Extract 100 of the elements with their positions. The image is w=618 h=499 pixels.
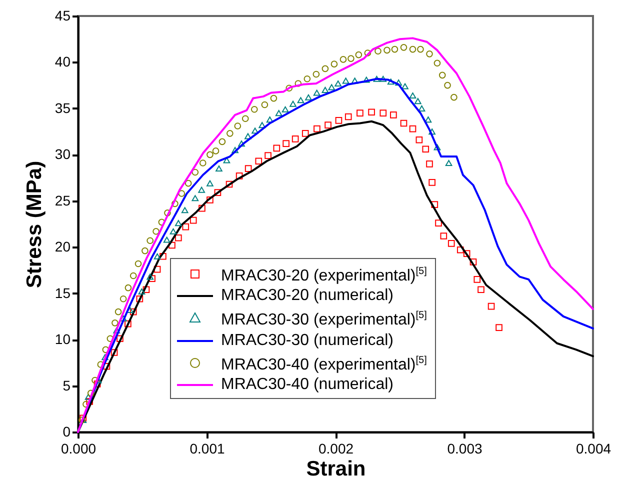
point	[226, 180, 233, 188]
point	[198, 204, 206, 212]
point	[297, 97, 304, 104]
point	[417, 46, 424, 53]
point	[163, 236, 170, 243]
point	[456, 246, 464, 254]
x-tick-label: 0.003	[447, 440, 482, 456]
point	[158, 218, 166, 226]
point	[106, 335, 114, 342]
point	[395, 80, 402, 86]
point	[400, 120, 408, 127]
point	[448, 240, 455, 247]
point	[348, 55, 354, 62]
point	[124, 284, 132, 292]
point	[138, 288, 146, 295]
point	[212, 148, 220, 154]
point	[322, 86, 329, 93]
point	[422, 146, 430, 153]
point	[424, 116, 432, 123]
point	[440, 232, 448, 240]
point	[102, 354, 108, 360]
point	[328, 84, 336, 90]
point	[148, 275, 156, 282]
point	[330, 60, 338, 68]
point	[380, 76, 387, 82]
point	[478, 286, 484, 294]
point	[275, 110, 282, 116]
point	[261, 101, 268, 108]
point	[124, 320, 132, 328]
point	[282, 106, 289, 112]
point	[164, 209, 171, 216]
point	[270, 94, 278, 102]
point	[252, 128, 258, 134]
point	[435, 220, 442, 226]
point	[175, 234, 182, 242]
point	[198, 186, 206, 193]
point	[192, 195, 199, 202]
point	[470, 258, 477, 266]
x-axis-title: Strain	[306, 458, 366, 480]
y-tick-label: 5	[62, 377, 71, 394]
point	[374, 48, 382, 55]
point	[97, 361, 104, 368]
point	[226, 130, 234, 137]
point	[238, 140, 245, 147]
point	[244, 165, 252, 172]
point	[414, 98, 422, 104]
point	[340, 56, 347, 63]
point	[294, 80, 302, 87]
point	[428, 178, 436, 186]
point	[362, 76, 370, 83]
point	[302, 130, 309, 137]
point	[170, 228, 177, 234]
y-tick-label: 40	[54, 54, 71, 70]
point	[87, 390, 94, 397]
point	[206, 196, 214, 204]
point	[364, 50, 372, 56]
point	[154, 253, 161, 260]
y-tick-label: 10	[54, 331, 71, 348]
point	[402, 83, 408, 90]
point	[434, 144, 441, 150]
point	[290, 100, 296, 107]
point	[126, 306, 134, 313]
point	[154, 266, 161, 273]
point	[232, 147, 238, 154]
y-tick-label: 15	[54, 284, 71, 301]
x-tick-label: 0.002	[318, 440, 354, 456]
point	[181, 207, 188, 214]
point	[142, 286, 150, 294]
point	[387, 78, 394, 85]
y-tick-label: 20	[54, 238, 71, 255]
point	[380, 110, 387, 116]
y-tick-label: 35	[54, 100, 71, 116]
point	[304, 75, 311, 82]
point	[175, 220, 182, 226]
point	[236, 172, 243, 180]
point	[450, 94, 458, 101]
point	[112, 320, 118, 326]
point	[266, 116, 274, 123]
point	[223, 157, 230, 164]
y-tick-label: 25	[54, 192, 71, 208]
point	[463, 250, 470, 257]
point	[282, 140, 290, 147]
legend-label: MRAC30-20 (numerical)	[221, 286, 394, 306]
point	[368, 108, 375, 116]
y-tick-label: 30	[54, 146, 71, 162]
point	[218, 138, 226, 146]
point	[409, 46, 416, 53]
point	[182, 223, 190, 230]
point	[242, 115, 249, 122]
point	[244, 133, 252, 140]
point	[418, 105, 426, 112]
legend-label: MRAC30-40 (numerical)	[221, 374, 394, 395]
point	[488, 302, 495, 310]
point	[130, 308, 137, 316]
point	[178, 190, 186, 197]
point	[146, 237, 154, 244]
point	[286, 84, 293, 92]
point	[373, 76, 380, 82]
point	[322, 65, 329, 72]
point	[384, 46, 390, 54]
